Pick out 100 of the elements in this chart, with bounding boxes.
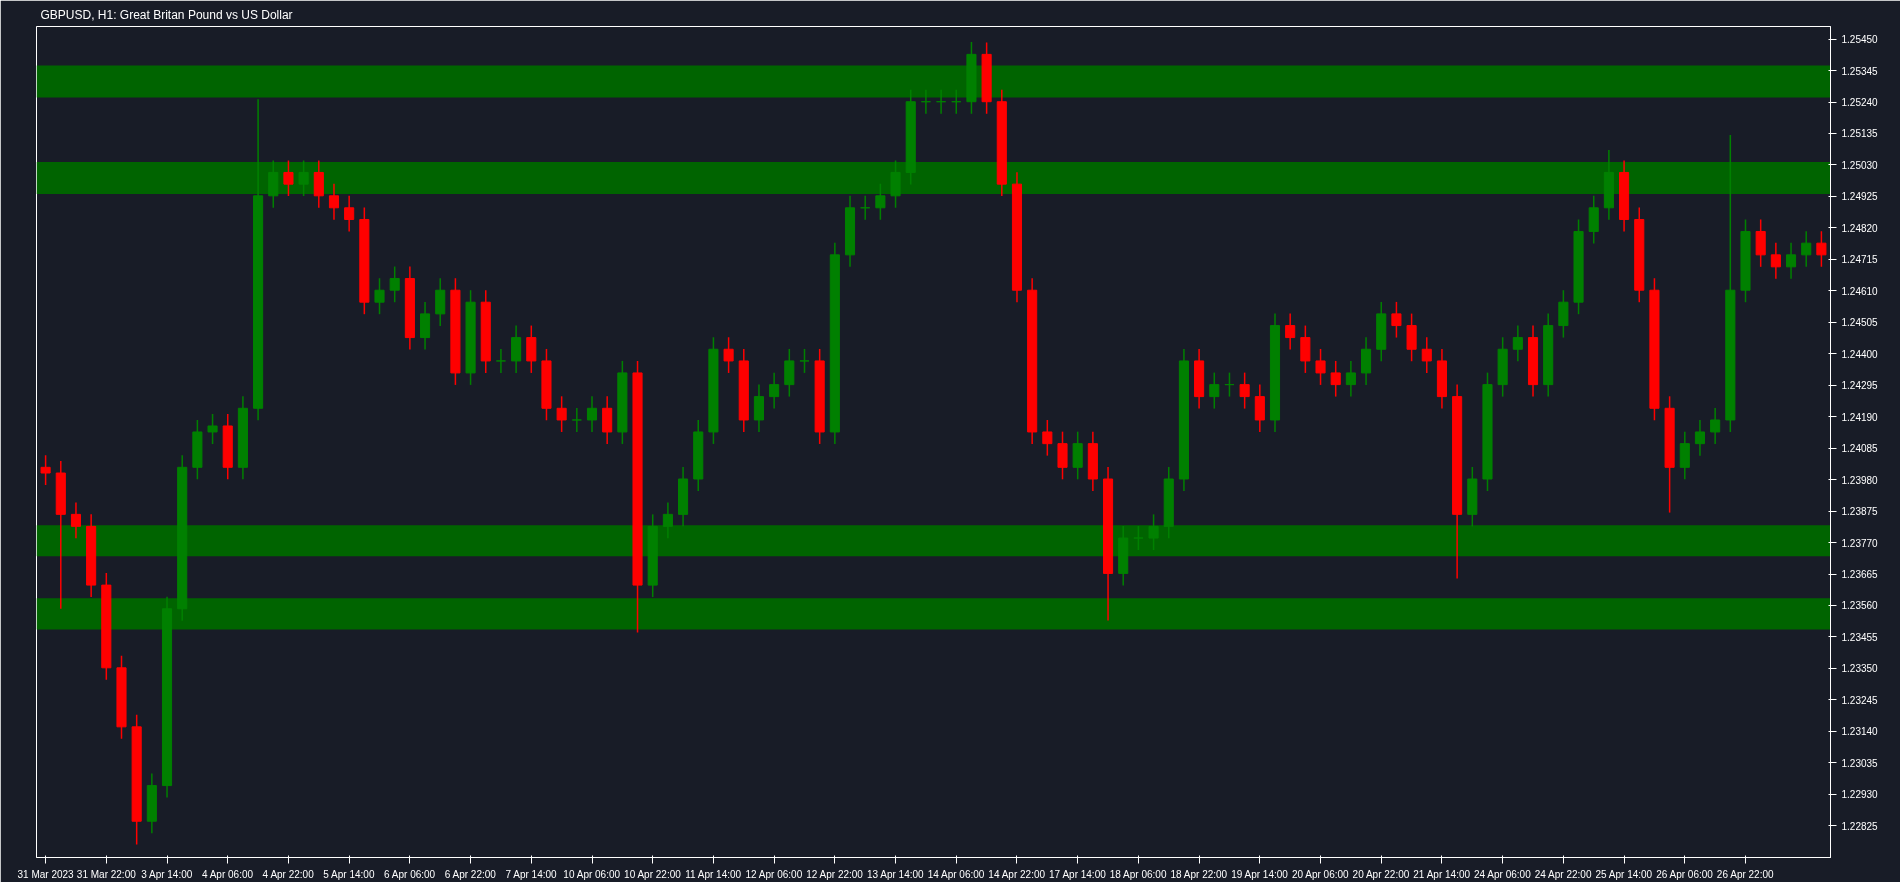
candlestick (799, 348, 810, 374)
y-tick-label: 1.24085 (1841, 443, 1879, 455)
candlestick (1285, 312, 1296, 351)
candlestick (526, 324, 537, 374)
candlestick (602, 395, 613, 445)
candlestick (1254, 383, 1265, 433)
x-tick-label: 21 Apr 14:00 (1413, 868, 1471, 880)
candlestick (753, 383, 765, 433)
x-tick-label: 12 Apr 06:00 (745, 868, 803, 880)
candlestick (298, 159, 309, 197)
candlestick (769, 371, 780, 410)
x-tick-label: 19 Apr 14:00 (1231, 868, 1289, 880)
candlestick (662, 501, 673, 540)
y-tick-label: 1.24190 (1841, 411, 1879, 423)
candlestick (1133, 525, 1144, 551)
x-tick-label: 17 Apr 14:00 (1049, 868, 1107, 880)
candlestick (283, 159, 294, 197)
x-tick-label: 13 Apr 14:00 (866, 868, 925, 880)
y-tick-label: 1.22825 (1841, 820, 1879, 832)
candlestick (435, 277, 446, 327)
candlestick (1512, 324, 1523, 362)
candlestick (860, 195, 871, 221)
candlestick (1801, 230, 1812, 268)
y-tick-label: 1.24715 (1841, 254, 1879, 266)
x-tick-label: 31 Mar 2023 (17, 868, 75, 880)
x-tick-label: 14 Apr 06:00 (927, 868, 985, 880)
candlestick (1148, 513, 1159, 551)
candlestick (1710, 407, 1721, 445)
candlestick (875, 183, 886, 221)
y-tick-label: 1.24400 (1841, 348, 1879, 360)
y-tick-label: 1.23770 (1841, 537, 1879, 549)
candlestick (1391, 301, 1402, 339)
y-tick-label: 1.25450 (1841, 34, 1879, 46)
x-tick-label: 11 Apr 14:00 (685, 868, 742, 880)
y-tick-label: 1.25345 (1841, 65, 1879, 77)
candlestick (207, 413, 218, 445)
y-tick-label: 1.24610 (1841, 285, 1879, 297)
candlestick (1755, 218, 1766, 268)
x-tick-label: 4 Apr 06:00 (201, 868, 254, 880)
y-tick-label: 1.23035 (1841, 757, 1879, 769)
candlestick (723, 336, 734, 374)
x-tick-label: 7 Apr 14:00 (505, 868, 558, 880)
x-tick-label: 10 Apr 06:00 (563, 868, 621, 880)
candlestick (1694, 419, 1706, 457)
candlestick (1239, 371, 1250, 410)
candlestick (1300, 324, 1311, 374)
candlestick (1361, 336, 1372, 386)
x-tick-label: 31 Mar 22:00 (76, 868, 137, 880)
y-tick-label: 1.23665 (1841, 569, 1879, 581)
candlestick (328, 183, 340, 221)
candlestick (1042, 419, 1053, 457)
x-tick-label: 18 Apr 22:00 (1170, 868, 1228, 880)
x-tick-label: 5 Apr 14:00 (323, 868, 375, 880)
candlestick (571, 407, 582, 433)
candlestick (1588, 195, 1599, 245)
x-tick-label: 6 Apr 22:00 (444, 868, 497, 880)
y-tick-label: 1.23350 (1841, 663, 1879, 675)
x-tick-label: 24 Apr 22:00 (1534, 868, 1592, 880)
candlestick (890, 159, 901, 209)
candlestick (936, 88, 947, 115)
candlestick (1224, 371, 1235, 398)
x-tick-label: 25 Apr 14:00 (1595, 868, 1653, 880)
y-tick-label: 1.24505 (1841, 317, 1879, 329)
candlestick (1679, 430, 1690, 481)
candlestick (313, 159, 324, 209)
y-tick-label: 1.23455 (1841, 631, 1879, 643)
candlestick (1785, 242, 1797, 280)
candlestick (268, 159, 279, 209)
candlestick (40, 454, 51, 486)
candlestick (1315, 348, 1326, 386)
candlestick (1057, 430, 1068, 481)
y-tick-label: 1.24295 (1841, 380, 1879, 392)
candlestick (419, 301, 431, 351)
candlestick (1421, 336, 1432, 374)
x-tick-label: 26 Apr 22:00 (1716, 868, 1775, 880)
candlestick (556, 395, 567, 433)
candlestick (374, 277, 385, 315)
candlestick (1209, 371, 1220, 410)
candlestick (586, 395, 598, 433)
x-tick-label: 10 Apr 22:00 (624, 868, 682, 880)
y-tick-label: 1.25135 (1841, 128, 1879, 140)
candlestick (511, 324, 522, 374)
candlestick (1770, 242, 1781, 280)
candlestick (344, 195, 355, 233)
x-tick-label: 4 Apr 22:00 (262, 868, 315, 880)
y-tick-label: 1.23560 (1841, 600, 1879, 612)
y-tick-label: 1.24820 (1841, 222, 1879, 234)
chart-title: GBPUSD, H1: Great Britan Pound vs US Dollar (40, 7, 293, 22)
candlestick (495, 348, 506, 374)
y-tick-label: 1.25240 (1841, 97, 1879, 109)
candlestick (1406, 312, 1417, 362)
candlestick (1072, 430, 1083, 481)
y-tick-label: 1.23245 (1841, 694, 1879, 706)
y-tick-label: 1.23140 (1841, 726, 1879, 738)
candlestick (389, 265, 400, 303)
y-tick-label: 1.25030 (1841, 159, 1879, 171)
x-tick-label: 26 Apr 06:00 (1656, 868, 1714, 880)
candlestick (1816, 230, 1827, 268)
y-tick-label: 1.23875 (1841, 506, 1879, 518)
candlestick (784, 348, 795, 398)
